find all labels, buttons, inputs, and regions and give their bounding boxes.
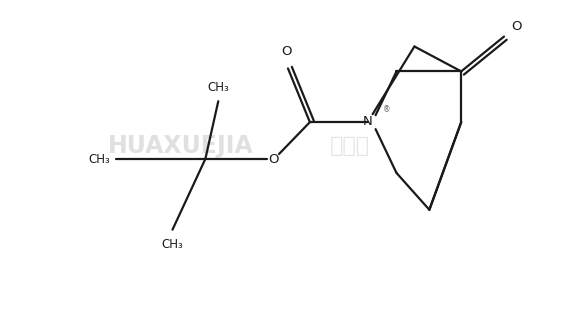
Text: HUAXUEJIA: HUAXUEJIA	[107, 134, 253, 158]
Text: CH₃: CH₃	[162, 238, 183, 251]
Text: CH₃: CH₃	[88, 153, 110, 165]
Text: O: O	[268, 154, 279, 167]
Text: ®: ®	[383, 105, 390, 114]
Text: N: N	[362, 115, 373, 128]
Text: CH₃: CH₃	[207, 81, 229, 94]
Text: 化学加: 化学加	[330, 136, 370, 156]
Text: O: O	[511, 19, 522, 32]
Text: O: O	[282, 45, 292, 59]
